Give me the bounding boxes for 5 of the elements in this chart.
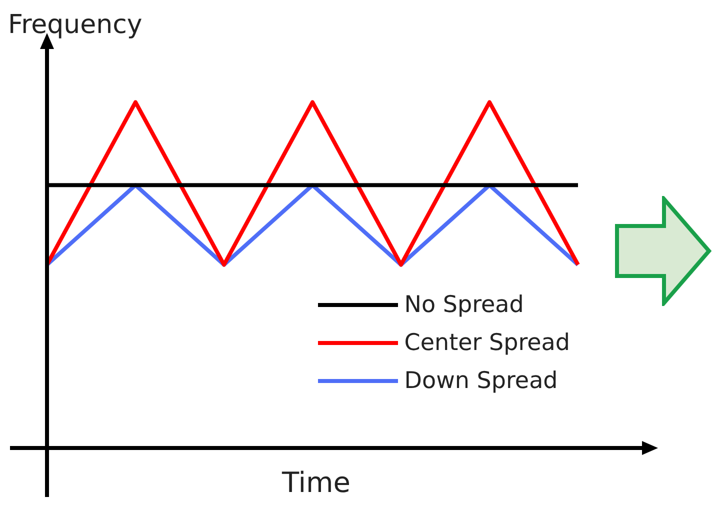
- y-axis-title: Frequency: [8, 10, 142, 40]
- x-axis-title: Time: [282, 466, 351, 499]
- legend-label: No Spread: [404, 292, 524, 318]
- legend-label: Down Spread: [404, 368, 558, 394]
- legend-label: Center Spread: [404, 330, 570, 356]
